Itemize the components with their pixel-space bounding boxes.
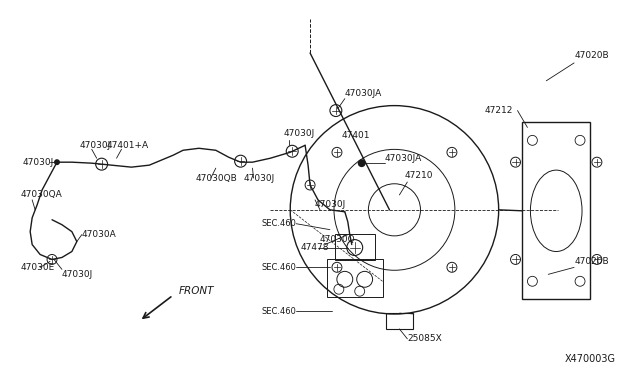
Text: 47212: 47212 bbox=[484, 106, 513, 115]
Text: 47030J: 47030J bbox=[315, 201, 346, 209]
Text: SEC.460: SEC.460 bbox=[261, 263, 296, 272]
Text: 47478: 47478 bbox=[300, 243, 329, 252]
Bar bbox=[327, 259, 383, 297]
Bar bbox=[335, 234, 374, 260]
Text: 47030JA: 47030JA bbox=[385, 154, 422, 163]
Text: 25085X: 25085X bbox=[407, 334, 442, 343]
Text: 47030E: 47030E bbox=[20, 263, 54, 272]
Text: 47030J: 47030J bbox=[22, 158, 54, 167]
Text: 47030J: 47030J bbox=[62, 270, 93, 279]
Text: FRONT: FRONT bbox=[179, 286, 214, 296]
Circle shape bbox=[358, 159, 365, 167]
Text: 47030QA: 47030QA bbox=[20, 190, 62, 199]
Text: 47030Q: 47030Q bbox=[320, 235, 356, 244]
Text: 47030J: 47030J bbox=[284, 129, 314, 138]
Bar bbox=[522, 122, 590, 299]
Text: 47030QB: 47030QB bbox=[196, 174, 237, 183]
Bar bbox=[385, 313, 413, 329]
Text: 47401+A: 47401+A bbox=[107, 141, 148, 150]
Text: 47401: 47401 bbox=[342, 131, 371, 140]
Text: 47030J: 47030J bbox=[80, 141, 111, 150]
Text: 47030A: 47030A bbox=[82, 230, 116, 239]
Text: 47030JA: 47030JA bbox=[345, 89, 382, 98]
Circle shape bbox=[54, 159, 60, 165]
Text: 47020B: 47020B bbox=[574, 51, 609, 61]
Text: SEC.460: SEC.460 bbox=[261, 307, 296, 315]
Text: 47020B: 47020B bbox=[574, 257, 609, 266]
Text: 47210: 47210 bbox=[404, 171, 433, 180]
Text: SEC.460: SEC.460 bbox=[261, 219, 296, 228]
Text: X470003G: X470003G bbox=[564, 354, 616, 364]
Text: 47030J: 47030J bbox=[244, 174, 275, 183]
